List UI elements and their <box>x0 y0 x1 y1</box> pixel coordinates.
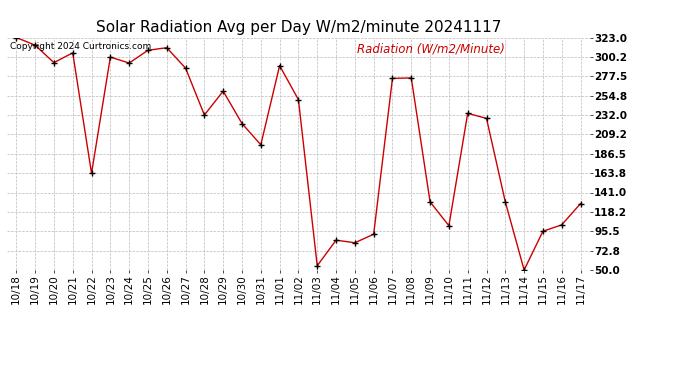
Text: Copyright 2024 Curtronics.com: Copyright 2024 Curtronics.com <box>10 42 151 51</box>
Title: Solar Radiation Avg per Day W/m2/minute 20241117: Solar Radiation Avg per Day W/m2/minute … <box>96 20 501 35</box>
Text: Radiation (W/m2/Minute): Radiation (W/m2/Minute) <box>357 42 504 55</box>
